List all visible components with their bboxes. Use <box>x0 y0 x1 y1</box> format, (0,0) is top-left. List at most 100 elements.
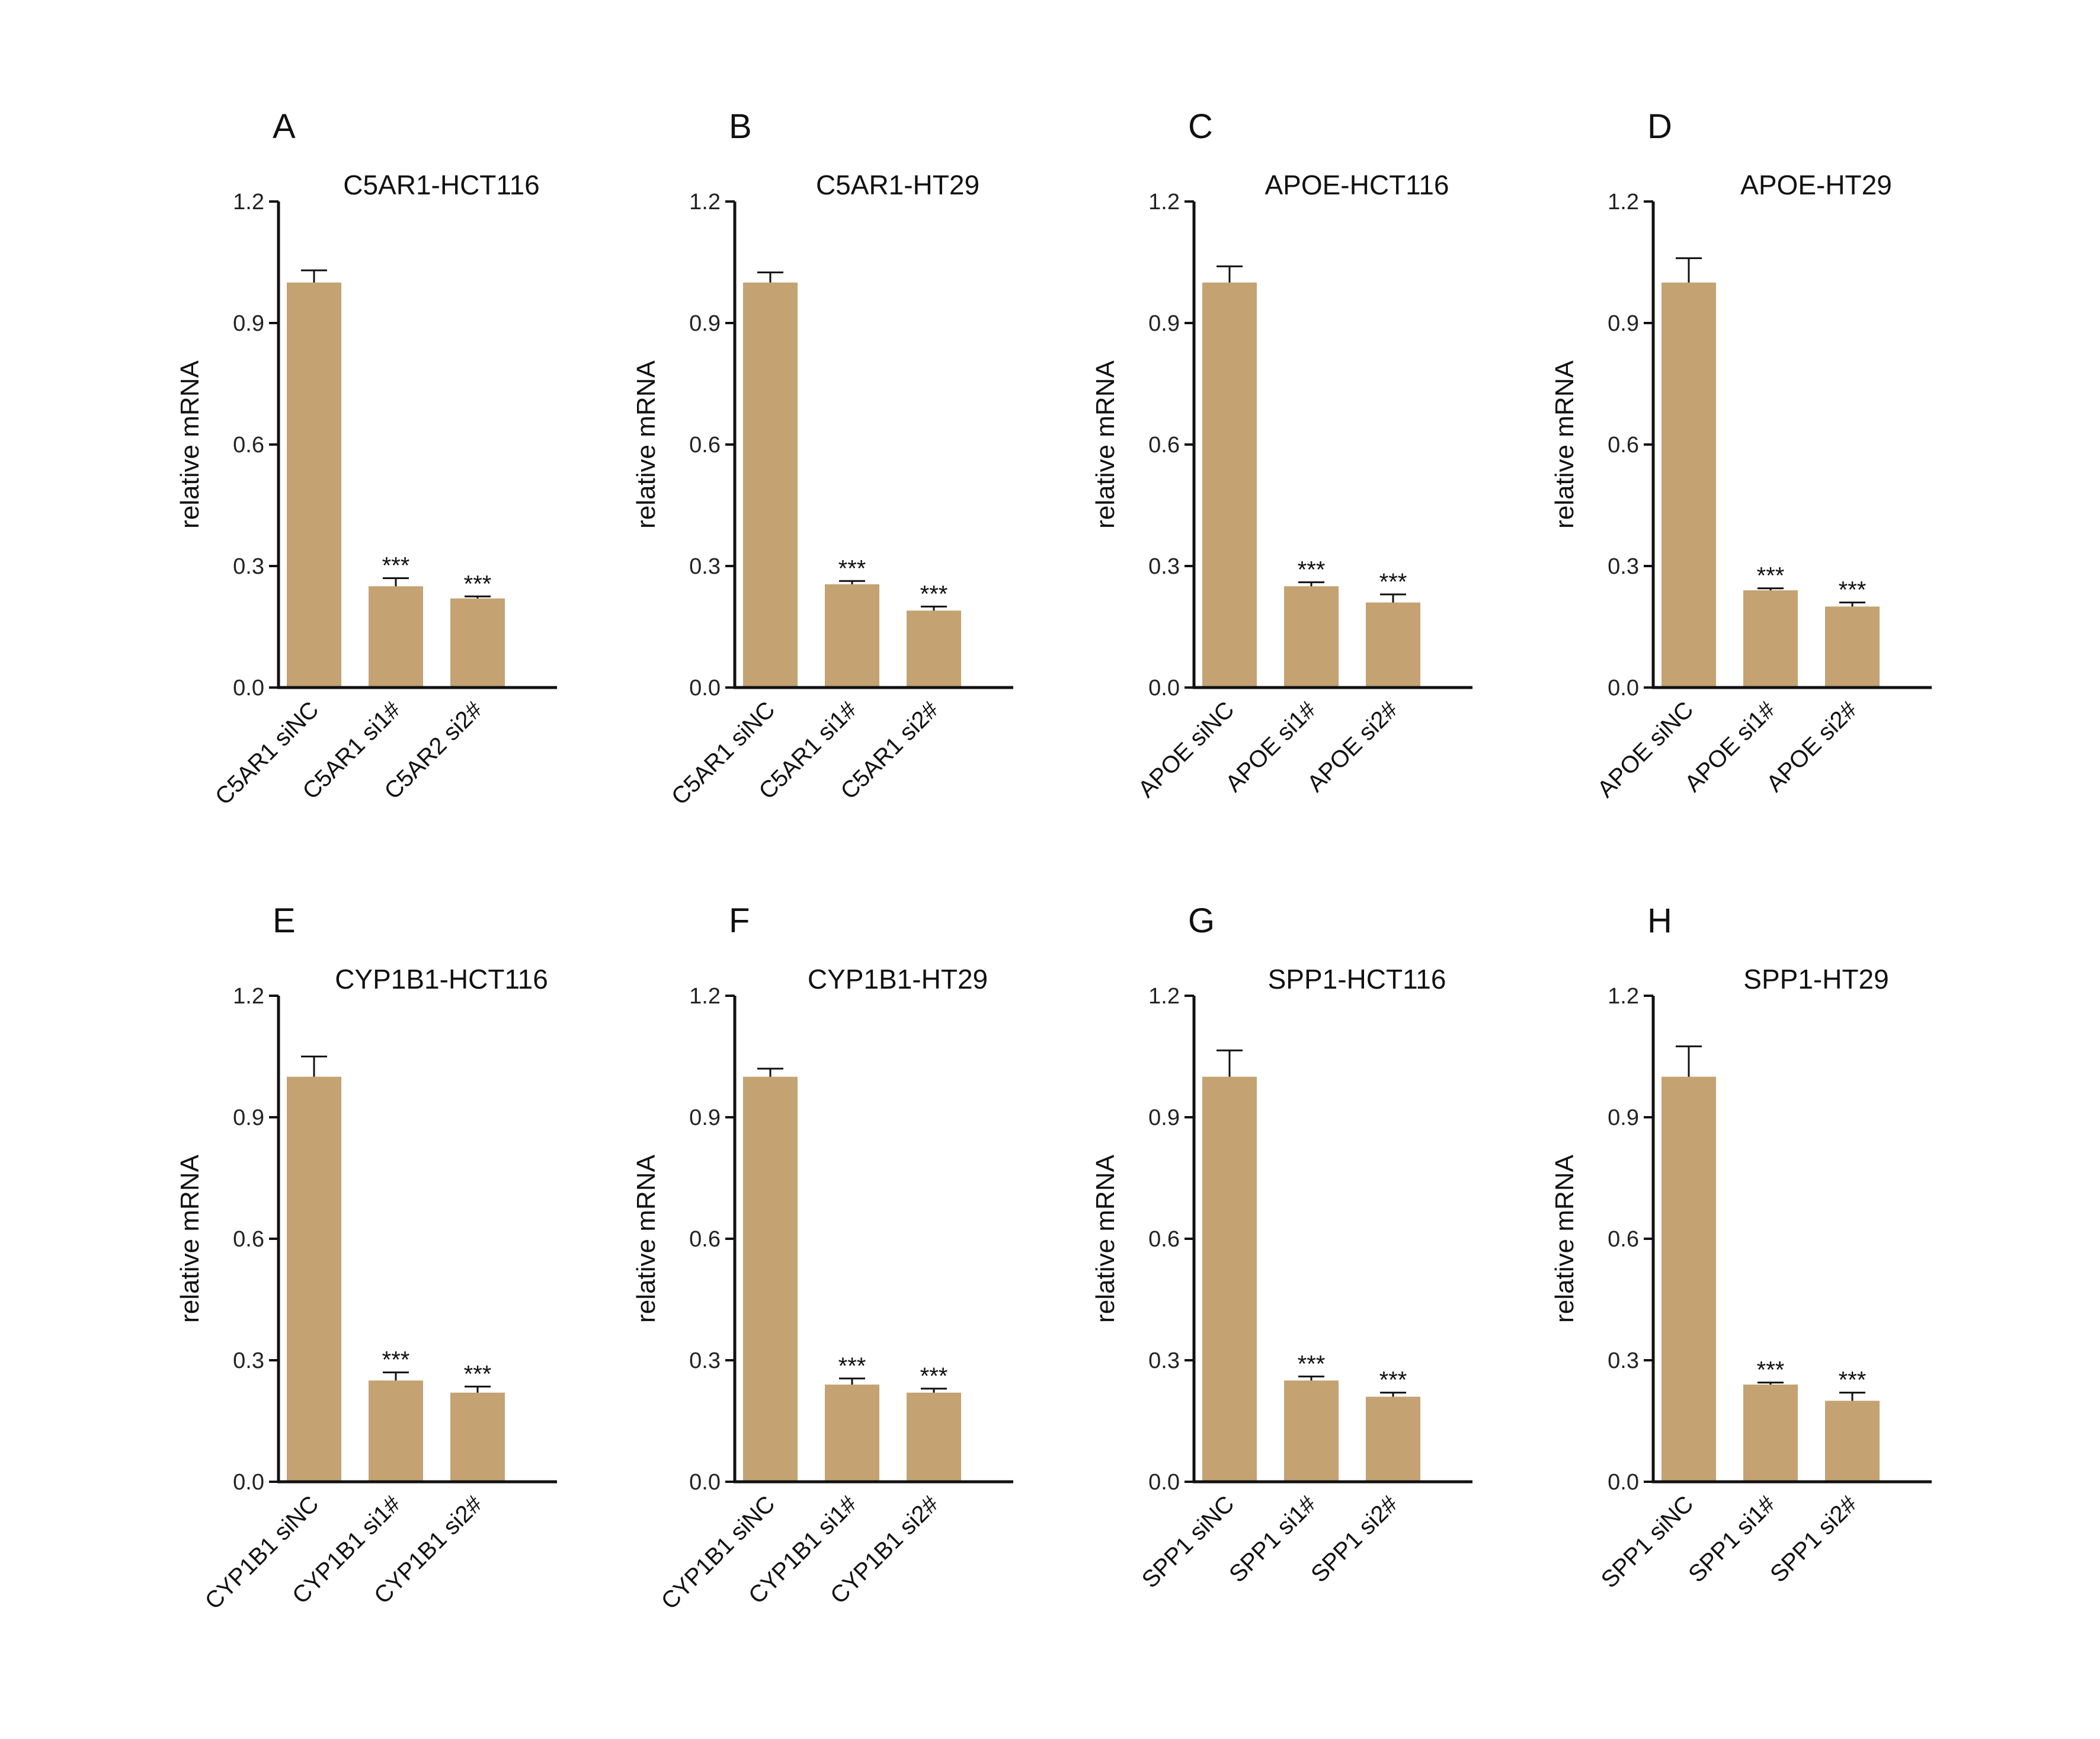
significance-mark-2: *** <box>382 1347 410 1373</box>
y-tick-label: 0.6 <box>233 1227 264 1252</box>
bar-1 <box>1662 282 1716 688</box>
bar-2 <box>369 1380 423 1482</box>
y-tick-label: 0.9 <box>1608 311 1639 336</box>
chart-panel-b: B C5AR1-HT29 relative mRNA C5AR1 siNC *** C5A… <box>593 107 1013 842</box>
y-tick-label: 0.6 <box>1608 1227 1639 1252</box>
y-tick-label: 0.0 <box>233 676 264 701</box>
y-tick-label: 0.0 <box>1148 1470 1180 1495</box>
panel-letter: C <box>1188 107 1213 146</box>
y-tick-label: 0.0 <box>689 1470 721 1495</box>
chart-panel-a: A C5AR1-HCT116 relative mRNA C5AR1 siNC *** C… <box>136 107 557 842</box>
significance-mark-2: *** <box>1298 1351 1326 1377</box>
y-tick-label: 0.9 <box>233 311 264 336</box>
y-tick-label: 1.2 <box>689 984 721 1009</box>
x-tick-label-2: SPP1 si1# <box>1224 1491 1321 1588</box>
x-tick-label-1: SPP1 siNC <box>1596 1491 1699 1593</box>
y-axis-label: relative mRNA <box>1091 1155 1120 1323</box>
y-tick-label: 0.0 <box>1608 676 1639 701</box>
y-tick-label: 0.0 <box>1148 676 1180 701</box>
y-tick-label: 0.6 <box>689 1227 721 1252</box>
y-tick-label: 0.9 <box>689 1105 721 1130</box>
panel-letter: G <box>1188 902 1215 940</box>
y-tick-label: 0.9 <box>689 311 721 336</box>
chart-panel-f: F CYP1B1-HT29 relative mRNA CYP1B1 siNC *** C… <box>593 901 1013 1636</box>
panel-letter: D <box>1647 107 1672 146</box>
x-tick-label-3: SPP1 si2# <box>1765 1491 1862 1588</box>
y-tick-label: 0.9 <box>233 1105 264 1130</box>
bar-1 <box>743 1076 798 1482</box>
bar-2 <box>369 586 423 688</box>
bar-3 <box>1366 602 1420 688</box>
x-tick-label-2: SPP1 si1# <box>1683 1491 1781 1588</box>
significance-mark-3: *** <box>1839 577 1867 603</box>
panel-letter: F <box>729 902 750 940</box>
y-tick-label: 1.2 <box>233 190 264 215</box>
chart-panel-g: G SPP1-HCT116 relative mRNA SPP1 siNC *** SPP… <box>1052 901 1472 1636</box>
bar-2 <box>1284 1380 1339 1482</box>
bar-3 <box>450 1392 505 1482</box>
significance-mark-3: *** <box>920 581 948 607</box>
y-tick-label: 0.6 <box>1148 1227 1180 1252</box>
y-tick-label: 1.2 <box>689 190 721 215</box>
y-axis-label: relative mRNA <box>175 360 204 529</box>
bar-3 <box>1825 1401 1880 1482</box>
significance-mark-3: *** <box>464 1361 492 1387</box>
chart-svg: relative mRNA SPP1 siNC *** SPP1 si1# *** SPP… <box>1091 984 1472 1593</box>
bar-3 <box>1825 606 1880 688</box>
chart-title: C5AR1-HT29 <box>815 170 980 200</box>
x-tick-label-1: SPP1 siNC <box>1137 1491 1240 1593</box>
significance-mark-3: *** <box>1839 1367 1867 1393</box>
chart-title: CYP1B1-HCT116 <box>335 964 548 995</box>
y-axis-label: relative mRNA <box>175 1155 204 1323</box>
significance-mark-2: *** <box>382 553 410 579</box>
panel-letter: H <box>1647 902 1672 940</box>
y-tick-label: 0.6 <box>1148 433 1180 458</box>
bar-2 <box>1743 1385 1798 1482</box>
y-axis-label: relative mRNA <box>1550 1155 1579 1323</box>
y-tick-label: 1.2 <box>1148 190 1180 215</box>
y-tick-label: 0.6 <box>1608 433 1639 458</box>
bar-1 <box>743 282 798 688</box>
panel-letter: E <box>273 902 296 940</box>
y-tick-label: 1.2 <box>1608 190 1639 215</box>
y-tick-label: 1.2 <box>1148 984 1180 1009</box>
y-tick-label: 0.3 <box>1148 1348 1180 1373</box>
y-tick-label: 0.9 <box>1608 1105 1639 1130</box>
chart-panel-c: C APOE-HCT116 relative mRNA APOE siNC *** APO… <box>1052 107 1472 842</box>
y-tick-label: 0.6 <box>233 433 264 458</box>
bar-1 <box>287 282 341 688</box>
x-tick-label-1: APOE siNC <box>1134 696 1240 803</box>
x-tick-label-3: APOE si2# <box>1302 696 1403 797</box>
y-tick-label: 0.3 <box>689 554 721 579</box>
bar-1 <box>1202 1076 1257 1482</box>
x-tick-label-1: APOE siNC <box>1593 696 1699 803</box>
y-tick-label: 0.3 <box>233 1348 264 1373</box>
significance-mark-3: *** <box>1379 1367 1407 1393</box>
bar-3 <box>450 598 505 688</box>
bar-1 <box>1202 282 1257 688</box>
significance-mark-2: *** <box>1298 557 1326 583</box>
chart-panel-h: H SPP1-HT29 relative mRNA SPP1 siNC *** SPP1 … <box>1511 901 1932 1636</box>
bar-3 <box>907 610 961 688</box>
bar-3 <box>1366 1396 1420 1482</box>
y-tick-label: 0.0 <box>1608 1470 1639 1495</box>
chart-title: C5AR1-HCT116 <box>343 170 540 200</box>
y-tick-label: 0.9 <box>1148 1105 1180 1130</box>
chart-title: APOE-HT29 <box>1740 170 1892 200</box>
y-tick-label: 0.0 <box>233 1470 264 1495</box>
significance-mark-2: *** <box>1757 1357 1785 1383</box>
y-axis-label: relative mRNA <box>1091 360 1120 529</box>
chart-panel-d: D APOE-HT29 relative mRNA APOE siNC *** APOE … <box>1511 107 1932 842</box>
significance-mark-3: *** <box>464 571 492 597</box>
bar-1 <box>287 1076 341 1482</box>
chart-svg: relative mRNA SPP1 siNC *** SPP1 si1# *** SPP… <box>1550 984 1932 1593</box>
chart-title: SPP1-HCT116 <box>1267 964 1446 995</box>
bar-2 <box>825 1385 879 1482</box>
y-axis-label: relative mRNA <box>632 1155 661 1323</box>
y-tick-label: 0.3 <box>689 1348 721 1373</box>
bar-3 <box>907 1392 961 1482</box>
chart-title: SPP1-HT29 <box>1743 964 1889 995</box>
